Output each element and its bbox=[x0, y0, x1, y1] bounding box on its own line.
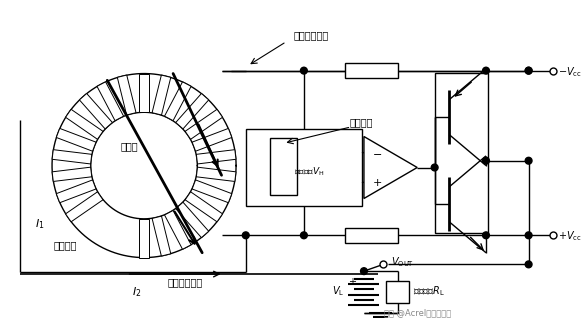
Text: $V_{\rm L}$: $V_{\rm L}$ bbox=[332, 285, 345, 298]
Bar bbox=[246, 129, 362, 206]
Polygon shape bbox=[79, 93, 112, 129]
Text: $I_2$: $I_2$ bbox=[131, 286, 141, 299]
Text: 测量电阻$R_{\rm L}$: 测量电阻$R_{\rm L}$ bbox=[413, 285, 446, 298]
Circle shape bbox=[360, 268, 367, 275]
Bar bbox=[434, 73, 488, 233]
Polygon shape bbox=[192, 128, 232, 151]
Text: 霍尔元件: 霍尔元件 bbox=[349, 117, 373, 127]
Polygon shape bbox=[364, 136, 417, 199]
Circle shape bbox=[525, 157, 532, 164]
Polygon shape bbox=[176, 202, 208, 238]
Text: $+V_{\rm cc}$: $+V_{\rm cc}$ bbox=[558, 229, 582, 243]
Circle shape bbox=[525, 261, 532, 268]
Circle shape bbox=[482, 157, 489, 164]
Circle shape bbox=[301, 232, 307, 239]
Circle shape bbox=[301, 67, 307, 74]
Text: 霍尔电热$V_{\rm H}$: 霍尔电热$V_{\rm H}$ bbox=[294, 165, 325, 178]
Polygon shape bbox=[97, 82, 124, 121]
Polygon shape bbox=[185, 109, 223, 139]
Text: +: + bbox=[348, 277, 356, 287]
Polygon shape bbox=[196, 150, 236, 164]
Polygon shape bbox=[176, 93, 208, 129]
Bar bbox=[345, 63, 398, 78]
Polygon shape bbox=[52, 150, 92, 164]
Text: $-$: $-$ bbox=[371, 148, 382, 158]
Polygon shape bbox=[185, 192, 223, 222]
Text: 知乎 @Acrel安科瑞王阳: 知乎 @Acrel安科瑞王阳 bbox=[384, 308, 451, 317]
Circle shape bbox=[525, 67, 532, 74]
Polygon shape bbox=[152, 216, 171, 256]
Circle shape bbox=[525, 67, 532, 74]
Polygon shape bbox=[56, 128, 96, 151]
Text: 被测导线: 被测导线 bbox=[54, 240, 78, 250]
Polygon shape bbox=[152, 75, 171, 115]
Polygon shape bbox=[139, 219, 149, 258]
Text: $V_{\rm OUT}$: $V_{\rm OUT}$ bbox=[391, 256, 414, 269]
Polygon shape bbox=[139, 74, 149, 112]
Text: 磁聚环: 磁聚环 bbox=[121, 141, 138, 151]
Polygon shape bbox=[52, 167, 92, 182]
Text: $I_1$: $I_1$ bbox=[34, 217, 44, 230]
Circle shape bbox=[482, 67, 489, 74]
Text: 二次线圈磁场: 二次线圈磁场 bbox=[293, 30, 328, 40]
Bar bbox=[270, 138, 297, 195]
Circle shape bbox=[525, 232, 532, 239]
Text: $-V_{\rm cc}$: $-V_{\rm cc}$ bbox=[558, 65, 582, 78]
Polygon shape bbox=[56, 180, 96, 203]
Polygon shape bbox=[196, 167, 236, 182]
Text: 一次线圈磁场: 一次线圈磁场 bbox=[167, 277, 203, 287]
Circle shape bbox=[242, 232, 249, 239]
Polygon shape bbox=[65, 109, 103, 139]
Bar bbox=[386, 281, 409, 303]
Circle shape bbox=[482, 232, 489, 239]
Polygon shape bbox=[192, 180, 232, 203]
Bar bbox=[345, 227, 398, 243]
Polygon shape bbox=[165, 210, 191, 249]
Polygon shape bbox=[117, 75, 136, 115]
Text: $+$: $+$ bbox=[371, 177, 382, 188]
Text: $-$: $-$ bbox=[347, 299, 357, 309]
Polygon shape bbox=[165, 82, 191, 121]
Circle shape bbox=[431, 164, 438, 171]
Polygon shape bbox=[65, 192, 103, 222]
